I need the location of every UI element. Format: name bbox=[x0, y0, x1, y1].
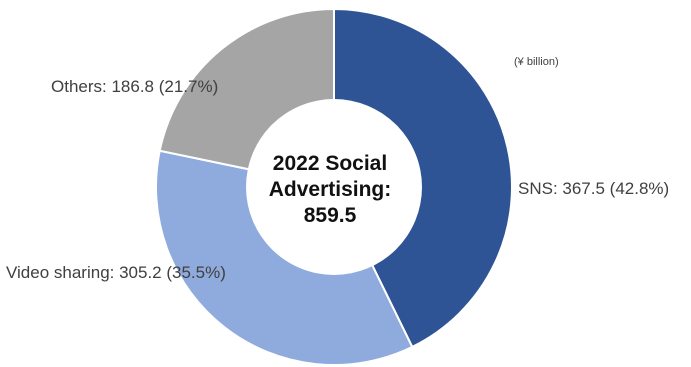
center-label-line-3: 859.5 bbox=[304, 204, 357, 227]
slice-label-video-sharing: Video sharing: 305.2 (35.5%) bbox=[6, 263, 226, 282]
center-label-line-1: 2022 Social bbox=[273, 152, 387, 175]
donut-hole bbox=[246, 99, 422, 275]
center-label-line-2: Advertising: bbox=[269, 178, 392, 201]
slice-label-others: Others: 186.8 (21.7%) bbox=[51, 77, 218, 96]
unit-label: (¥ billion) bbox=[514, 56, 559, 68]
slice-label-sns: SNS: 367.5 (42.8%) bbox=[518, 179, 669, 198]
